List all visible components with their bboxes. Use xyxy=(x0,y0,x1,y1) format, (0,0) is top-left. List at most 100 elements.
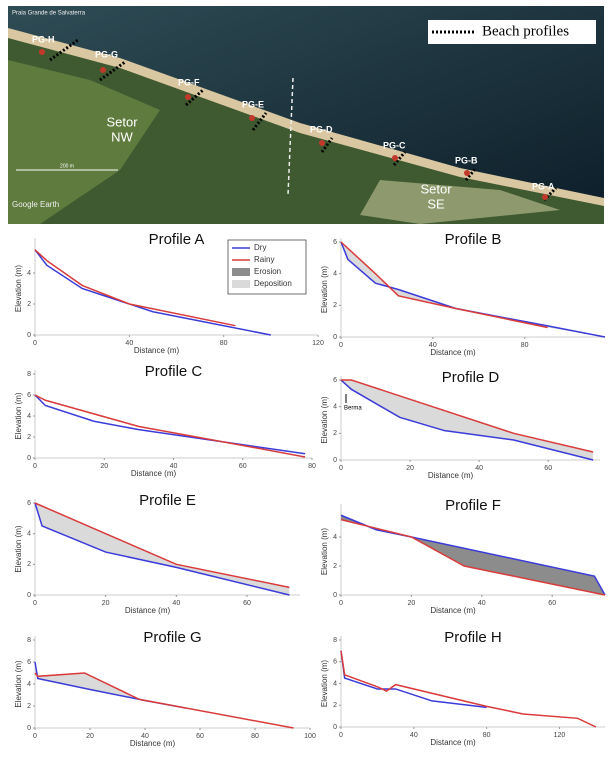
x-tick-label: 40 xyxy=(410,732,418,739)
sector-label: SE xyxy=(427,196,445,211)
x-tick-label: 80 xyxy=(521,342,529,349)
series-line xyxy=(341,242,605,337)
y-tick-label: 2 xyxy=(27,434,31,441)
x-axis-label: Distance (m) xyxy=(430,348,476,357)
x-tick-label: 60 xyxy=(196,733,204,740)
legend-label: Deposition xyxy=(254,279,292,288)
x-tick-label: 120 xyxy=(554,732,566,739)
y-tick-label: 8 xyxy=(333,637,337,644)
x-tick-label: 80 xyxy=(220,340,228,347)
pin-label: PG-G xyxy=(95,49,118,59)
chart-title: Profile A xyxy=(149,231,205,248)
x-tick-label: 0 xyxy=(339,600,343,607)
y-tick-label: 6 xyxy=(333,377,337,384)
figure: PG-H PG-G PG-F PG-E PG-D PG-C PG-B PG-A … xyxy=(0,0,610,753)
y-tick-label: 0 xyxy=(27,332,31,339)
x-axis-label: Distance (m) xyxy=(430,738,476,747)
difference-area xyxy=(341,380,593,460)
y-axis-label: Elevation (m) xyxy=(320,660,329,707)
x-tick-label: 40 xyxy=(125,340,133,347)
series-line xyxy=(35,395,305,454)
y-tick-label: 2 xyxy=(27,703,31,710)
x-tick-label: 40 xyxy=(475,465,483,472)
y-tick-label: 4 xyxy=(333,404,337,411)
y-tick-label: 0 xyxy=(27,725,31,732)
x-tick-label: 60 xyxy=(544,465,552,472)
x-tick-label: 0 xyxy=(339,342,343,349)
pin-label: PG-B xyxy=(455,155,478,165)
x-tick-label: 0 xyxy=(33,733,37,740)
x-tick-label: 80 xyxy=(483,732,491,739)
chart-title: Profile D xyxy=(442,369,500,386)
pin-label: PG-D xyxy=(310,124,333,134)
chart-title: Profile F xyxy=(445,497,501,514)
y-tick-label: 4 xyxy=(333,534,337,541)
x-axis-label: Distance (m) xyxy=(430,606,476,615)
series-line xyxy=(341,651,487,708)
series-line xyxy=(35,503,289,587)
difference-area xyxy=(35,662,294,728)
pin-label: PG-F xyxy=(178,77,200,87)
difference-area xyxy=(35,503,289,595)
y-tick-label: 4 xyxy=(27,270,31,277)
x-tick-label: 60 xyxy=(243,600,251,607)
x-tick-label: 20 xyxy=(100,463,108,470)
sector-label: Setor xyxy=(420,181,452,196)
y-tick-label: 6 xyxy=(27,659,31,666)
x-tick-label: 60 xyxy=(548,600,556,607)
y-tick-label: 0 xyxy=(27,592,31,599)
y-tick-label: 6 xyxy=(27,500,31,507)
y-axis-label: Elevation (m) xyxy=(14,660,23,707)
series-line xyxy=(35,250,235,326)
difference-area xyxy=(341,515,605,595)
legend-swatch xyxy=(232,280,250,288)
chart-title: Profile C xyxy=(145,363,203,380)
y-axis-label: Elevation (m) xyxy=(320,266,329,313)
y-tick-label: 2 xyxy=(27,301,31,308)
series-line xyxy=(341,242,548,328)
place-label: Praia Grande de Salvaterra xyxy=(12,11,86,17)
y-tick-label: 8 xyxy=(27,371,31,378)
y-axis-label: Elevation (m) xyxy=(14,265,23,312)
y-tick-label: 4 xyxy=(333,680,337,687)
chart-title: Profile E xyxy=(139,492,196,509)
scale-label: 200 m xyxy=(60,163,74,169)
x-tick-label: 0 xyxy=(33,340,37,347)
x-tick-label: 80 xyxy=(308,463,316,470)
y-axis-label: Elevation (m) xyxy=(320,396,329,443)
x-axis-label: Distance (m) xyxy=(130,739,176,748)
sector-label: NW xyxy=(111,129,133,144)
pin-label: PG-C xyxy=(383,140,406,150)
chart-title: Profile H xyxy=(444,629,502,646)
y-tick-label: 0 xyxy=(333,592,337,599)
chart-title: Profile B xyxy=(445,231,502,248)
x-tick-label: 20 xyxy=(408,600,416,607)
source-label: Google Earth xyxy=(12,200,59,209)
pin-label: PG-H xyxy=(32,34,55,44)
x-tick-label: 0 xyxy=(339,732,343,739)
x-tick-label: 0 xyxy=(33,463,37,470)
y-tick-label: 2 xyxy=(333,430,337,437)
difference-area xyxy=(341,242,605,337)
y-tick-label: 8 xyxy=(27,637,31,644)
chart-title: Profile G xyxy=(143,629,201,646)
y-tick-label: 0 xyxy=(333,457,337,464)
pin-label: PG-A xyxy=(532,181,555,191)
legend-label: Erosion xyxy=(254,267,281,276)
x-tick-label: 0 xyxy=(339,465,343,472)
y-tick-label: 2 xyxy=(333,702,337,709)
x-tick-label: 20 xyxy=(406,465,414,472)
y-tick-label: 2 xyxy=(333,563,337,570)
legend-label: Dry xyxy=(254,243,266,252)
x-tick-label: 80 xyxy=(251,733,259,740)
y-tick-label: 2 xyxy=(27,561,31,568)
y-tick-label: 0 xyxy=(333,334,337,341)
pin-label: PG-E xyxy=(242,99,264,109)
x-axis-label: Distance (m) xyxy=(131,469,177,478)
x-tick-label: 60 xyxy=(239,463,247,470)
x-tick-label: 20 xyxy=(86,733,94,740)
y-tick-label: 4 xyxy=(27,413,31,420)
y-tick-label: 0 xyxy=(27,455,31,462)
y-tick-label: 0 xyxy=(333,724,337,731)
y-tick-label: 4 xyxy=(333,271,337,278)
